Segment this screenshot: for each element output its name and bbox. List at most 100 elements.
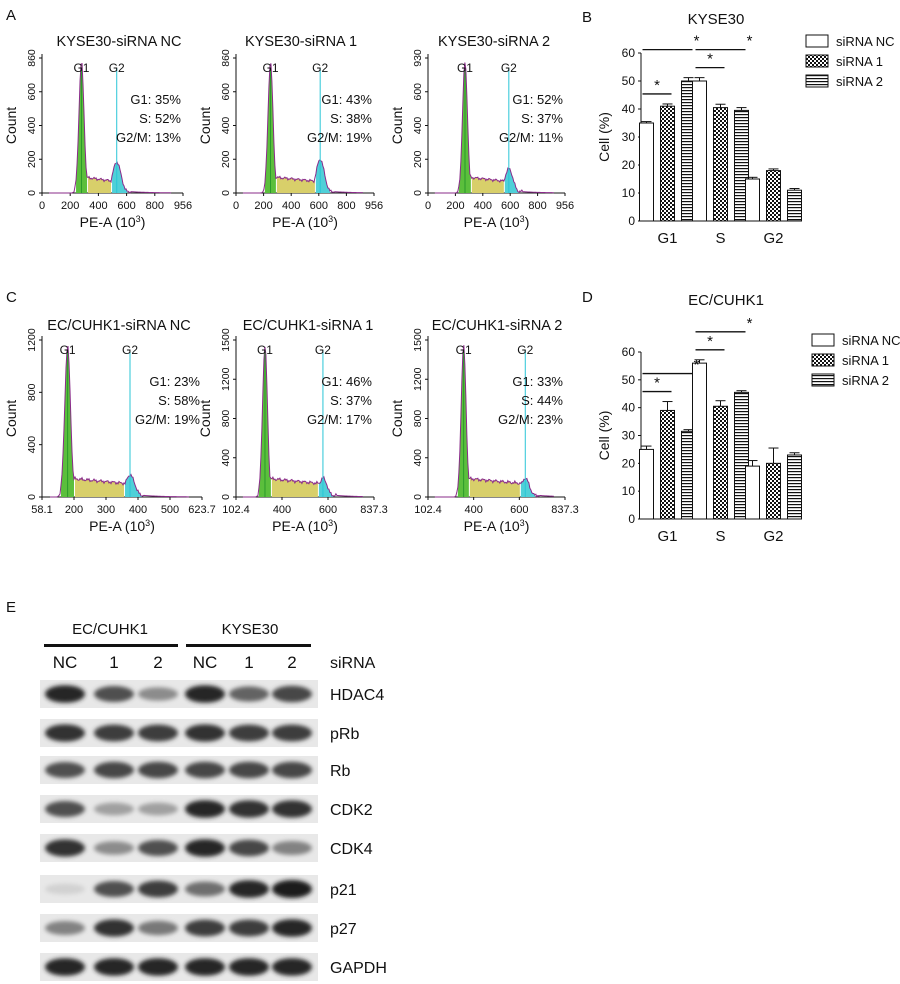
x-tick-label: 956 [365, 200, 383, 212]
y-tick-label: 50 [622, 373, 636, 387]
histogram-y-label: Count [3, 400, 19, 437]
legend-label: siRNA NC [836, 34, 895, 49]
y-tick-label: 0 [628, 214, 635, 228]
cell-cycle-stat: S: 44% [521, 393, 563, 408]
protein-band [138, 761, 178, 779]
histogram-title: KYSE30-siRNA NC [57, 34, 182, 50]
protein-band [94, 958, 134, 976]
protein-band [272, 685, 312, 703]
panel-letter-b: B [582, 9, 592, 26]
x-label-base: PE-A (10 [464, 518, 520, 534]
cell-cycle-stat: G2/M: 17% [307, 412, 372, 427]
protein-band [138, 687, 178, 701]
bar [787, 454, 802, 520]
histogram-y-label: Count [389, 107, 405, 144]
g1-peak-label: G1 [73, 61, 89, 75]
panel-letter-e: E [6, 599, 16, 616]
legend-swatch [811, 353, 835, 367]
x-tick-label: 600 [310, 200, 328, 212]
y-tick-label: 30 [622, 130, 636, 144]
x-tick-label: 200 [61, 200, 79, 212]
protein-band [45, 762, 85, 778]
protein-band [185, 919, 225, 937]
protein-band [45, 801, 85, 817]
histogram-title: KYSE30-siRNA 2 [438, 34, 550, 50]
panel-letter-c: C [6, 289, 17, 306]
g2-fill-area [315, 159, 330, 193]
g2-peak-label: G2 [517, 343, 533, 357]
y-tick-label: 0 [412, 190, 424, 196]
x-tick-label: 0 [425, 200, 431, 212]
protein-band [272, 761, 312, 779]
x-tick-label: 837.3 [360, 504, 388, 516]
bar [692, 80, 707, 222]
x-label-end: ) [141, 214, 146, 230]
s-phase-fill-area [469, 477, 520, 497]
x-label-end: ) [525, 214, 530, 230]
y-tick-label: 1200 [220, 367, 232, 391]
protein-band [229, 958, 269, 976]
protein-band [45, 883, 85, 895]
protein-band [138, 840, 178, 856]
y-tick-label: 0 [26, 494, 38, 500]
histogram-panel-5: EC/CUHK1-siRNA 1 1500 1200 800 400 0 102.4 400 6… [197, 318, 388, 534]
histogram-y-label: Count [3, 107, 19, 144]
y-tick-label: 930 [412, 49, 424, 67]
cell-cycle-stat: G2/M: 19% [135, 412, 200, 427]
protein-band [229, 686, 269, 702]
protein-band [45, 921, 85, 935]
histogram-y-label: Count [389, 400, 405, 437]
y-tick-label: 1200 [412, 367, 424, 391]
protein-label: GAPDH [330, 960, 387, 977]
cell-cycle-stat: S: 58% [158, 393, 200, 408]
protein-band [229, 800, 269, 818]
x-tick-label: 800 [337, 200, 355, 212]
y-tick-label: 860 [220, 49, 232, 67]
x-label-base: PE-A (10 [272, 214, 328, 230]
histogram-title: EC/CUHK1-siRNA NC [47, 318, 190, 334]
protein-label: CDK2 [330, 802, 373, 819]
y-tick-label: 20 [622, 456, 636, 470]
x-tick-label: 102.4 [414, 504, 442, 516]
cell-cycle-stat: G1: 43% [321, 92, 372, 107]
y-axis-label: Cell (%) [596, 112, 612, 162]
bar [639, 122, 654, 222]
protein-band [45, 685, 85, 703]
significance-marker: * [707, 333, 713, 350]
s-phase-fill-area [271, 477, 318, 497]
protein-band [138, 920, 178, 936]
y-axis-label: Cell (%) [596, 411, 612, 461]
significance-marker: * [694, 357, 700, 374]
significance-marker: * [654, 375, 660, 392]
y-tick-label: 0 [220, 494, 232, 500]
bar [713, 405, 728, 520]
protein-band [229, 761, 269, 779]
protein-band [272, 919, 312, 937]
s-phase-fill-area [88, 176, 112, 193]
x-label-end: ) [333, 518, 338, 534]
histogram-panel-2: KYSE30-siRNA 1 860 600 400 200 00 200 400 600 800… [197, 34, 383, 230]
protein-band [45, 839, 85, 857]
cell-cycle-stat: G2/M: 19% [307, 130, 372, 145]
x-tick-label: 200 [65, 504, 83, 516]
x-tick-label: 800 [528, 200, 546, 212]
group-label: KYSE30 [222, 621, 279, 638]
x-label-superscript: 3 [520, 518, 525, 528]
legend-label: siRNA 2 [836, 74, 883, 89]
histogram-panel-6: EC/CUHK1-siRNA 2 1500 1200 800 400 0 102.4 400 6… [389, 318, 579, 534]
g2-peak-label: G2 [315, 343, 331, 357]
significance-marker: * [747, 315, 753, 332]
legend-swatch [805, 34, 829, 48]
protein-band [94, 841, 134, 855]
histogram-outline [434, 345, 554, 498]
histogram-panel-4: EC/CUHK1-siRNA NC 1200 800 400 0 58.1 200 300 40… [3, 318, 216, 534]
protein-band [138, 958, 178, 976]
g1-peak-label: G1 [262, 61, 278, 75]
x-tick-label: 623.7 [188, 504, 216, 516]
cell-cycle-stat: S: 37% [330, 393, 372, 408]
bar [713, 107, 728, 222]
y-tick-label: 200 [26, 150, 38, 168]
x-tick-label: 400 [89, 200, 107, 212]
